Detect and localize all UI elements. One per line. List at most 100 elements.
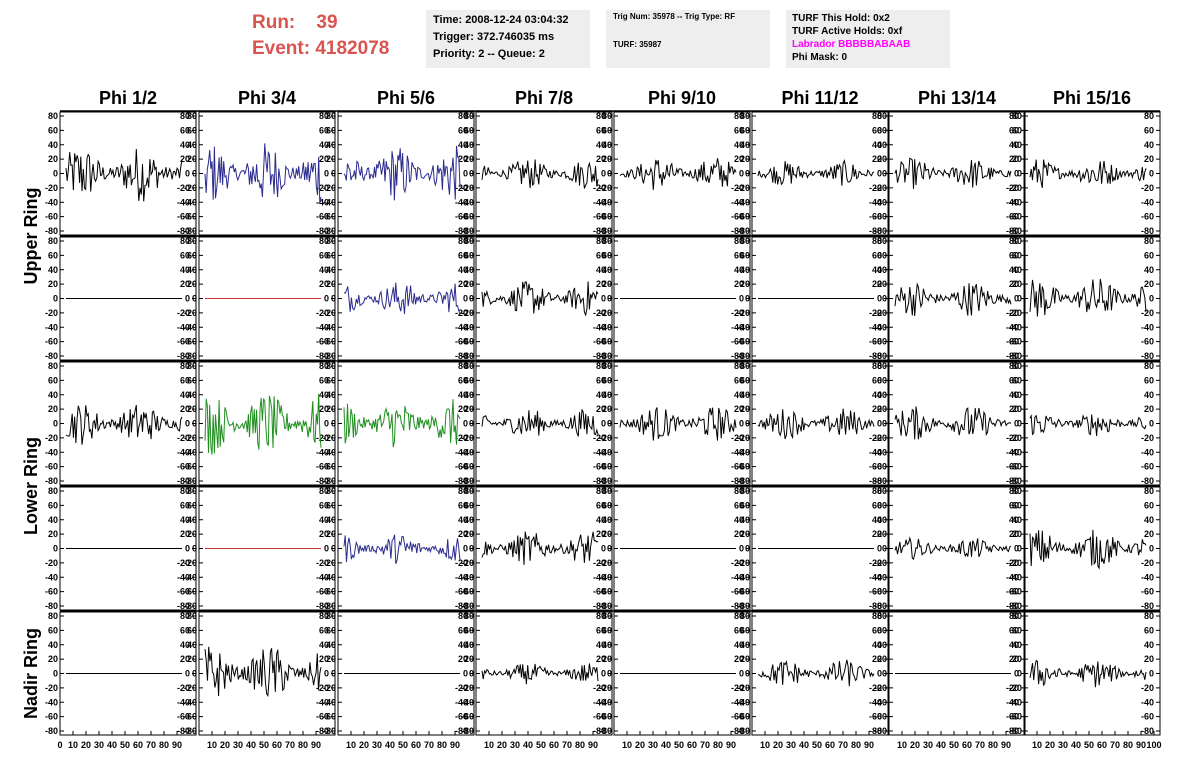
waveform-trace bbox=[894, 536, 1012, 561]
y-tick-label: 80 bbox=[464, 361, 474, 371]
x-tick-label: 10 bbox=[68, 740, 78, 750]
y-tick-label: 40 bbox=[319, 390, 329, 400]
y-tick-label: -80 bbox=[45, 351, 58, 361]
y-tick-label: 20 bbox=[740, 404, 750, 414]
y-tick-label: 20 bbox=[48, 529, 58, 539]
y-tick-label: -40 bbox=[593, 322, 606, 332]
y-tick-label: 0 bbox=[1017, 294, 1022, 304]
y-tick-label: -40 bbox=[45, 322, 58, 332]
y-tick-label: 0 bbox=[53, 169, 58, 179]
x-tick-label: 70 bbox=[1110, 740, 1120, 750]
y-tick-label: 20 bbox=[187, 404, 197, 414]
y-tick-label: -60 bbox=[869, 712, 882, 722]
y-tick-label: -80 bbox=[1006, 351, 1019, 361]
y-tick-label: -60 bbox=[184, 712, 197, 722]
y-tick-label: -80 bbox=[455, 726, 468, 736]
y-tick-label: 40 bbox=[877, 140, 887, 150]
y-tick-label: -40 bbox=[737, 447, 750, 457]
priority-text: Priority: 2 -- Queue: 2 bbox=[433, 48, 545, 60]
y-tick-label: -60 bbox=[177, 712, 190, 722]
y-tick-label: 40 bbox=[596, 265, 606, 275]
y-tick-label: -40 bbox=[869, 322, 882, 332]
y-tick-label: 0 bbox=[601, 169, 606, 179]
waveform-trace bbox=[204, 646, 322, 698]
y-tick-label: -20 bbox=[874, 683, 887, 693]
event-value: 4182078 bbox=[315, 38, 390, 59]
y-tick-label: 0 bbox=[739, 294, 744, 304]
y-tick-label: 40 bbox=[458, 515, 468, 525]
y-tick-label: -40 bbox=[593, 197, 606, 207]
y-tick-label: 20 bbox=[602, 279, 612, 289]
y-tick-label: 60 bbox=[602, 625, 612, 635]
x-tick-label: 40 bbox=[385, 740, 395, 750]
y-tick-label: 40 bbox=[326, 265, 336, 275]
y-tick-label: 80 bbox=[180, 236, 190, 246]
y-tick-label: -20 bbox=[737, 683, 750, 693]
y-tick-label: 20 bbox=[458, 154, 468, 164]
y-tick-label: 60 bbox=[319, 500, 329, 510]
y-tick-label: 60 bbox=[877, 375, 887, 385]
y-tick-label: 0 bbox=[1149, 294, 1154, 304]
x-tick-label: 50 bbox=[674, 740, 684, 750]
y-tick-label: 0 bbox=[739, 544, 744, 554]
x-tick-label: 30 bbox=[372, 740, 382, 750]
y-tick-label: 80 bbox=[187, 611, 197, 621]
y-tick-label: -20 bbox=[1009, 183, 1022, 193]
y-tick-label: -80 bbox=[323, 351, 336, 361]
y-tick-label: -20 bbox=[593, 433, 606, 443]
y-tick-label: 60 bbox=[464, 500, 474, 510]
y-tick-label: -40 bbox=[874, 697, 887, 707]
y-tick-label: -80 bbox=[593, 601, 606, 611]
y-tick-label: 40 bbox=[187, 265, 197, 275]
waveform-trace bbox=[1029, 529, 1147, 570]
y-tick-label: -40 bbox=[455, 697, 468, 707]
y-tick-label: 80 bbox=[180, 361, 190, 371]
y-tick-label: 40 bbox=[1009, 390, 1019, 400]
y-tick-label: 20 bbox=[180, 529, 190, 539]
y-tick-label: 80 bbox=[877, 236, 887, 246]
y-tick-label: -60 bbox=[177, 587, 190, 597]
y-tick-label: 0 bbox=[1149, 169, 1154, 179]
y-tick-label: 20 bbox=[872, 404, 882, 414]
y-tick-label: 40 bbox=[1144, 265, 1154, 275]
y-tick-label: -80 bbox=[177, 726, 190, 736]
y-tick-label: 60 bbox=[187, 625, 197, 635]
y-tick-label: -80 bbox=[316, 351, 329, 361]
y-tick-label: -40 bbox=[323, 197, 336, 207]
y-tick-label: -40 bbox=[869, 447, 882, 457]
column-title: Phi 5/6 bbox=[377, 88, 435, 108]
y-tick-label: -20 bbox=[1006, 433, 1019, 443]
y-tick-label: -60 bbox=[874, 212, 887, 222]
y-tick-label: 40 bbox=[187, 140, 197, 150]
y-tick-label: 60 bbox=[596, 375, 606, 385]
y-tick-label: 40 bbox=[458, 265, 468, 275]
y-tick-label: -40 bbox=[869, 697, 882, 707]
y-tick-label: -80 bbox=[731, 726, 744, 736]
y-tick-label: 20 bbox=[1009, 154, 1019, 164]
y-tick-label: 80 bbox=[319, 486, 329, 496]
y-tick-label: 20 bbox=[872, 654, 882, 664]
y-tick-label: 20 bbox=[319, 154, 329, 164]
y-tick-label: 60 bbox=[458, 125, 468, 135]
y-tick-label: -20 bbox=[461, 558, 474, 568]
trig-num-text: Trig Num: 35978 -- Trig Type: RF bbox=[613, 12, 736, 21]
y-tick-label: 40 bbox=[319, 265, 329, 275]
y-tick-label: 60 bbox=[872, 250, 882, 260]
x-tick-label: 50 bbox=[1084, 740, 1094, 750]
y-tick-label: 0 bbox=[463, 544, 468, 554]
waveform-trace bbox=[757, 158, 875, 186]
y-tick-label: -80 bbox=[177, 351, 190, 361]
y-tick-label: -40 bbox=[731, 197, 744, 207]
y-tick-label: 40 bbox=[1009, 515, 1019, 525]
y-tick-label: 60 bbox=[596, 250, 606, 260]
y-tick-label: 80 bbox=[877, 486, 887, 496]
y-tick-label: 60 bbox=[1012, 125, 1022, 135]
y-tick-label: 80 bbox=[872, 111, 882, 121]
y-tick-label: 20 bbox=[326, 154, 336, 164]
y-tick-label: 0 bbox=[1014, 169, 1019, 179]
y-tick-label: 80 bbox=[872, 236, 882, 246]
y-tick-label: 0 bbox=[745, 669, 750, 679]
y-tick-label: 80 bbox=[464, 111, 474, 121]
y-tick-label: 0 bbox=[877, 419, 882, 429]
y-tick-label: -80 bbox=[1006, 476, 1019, 486]
